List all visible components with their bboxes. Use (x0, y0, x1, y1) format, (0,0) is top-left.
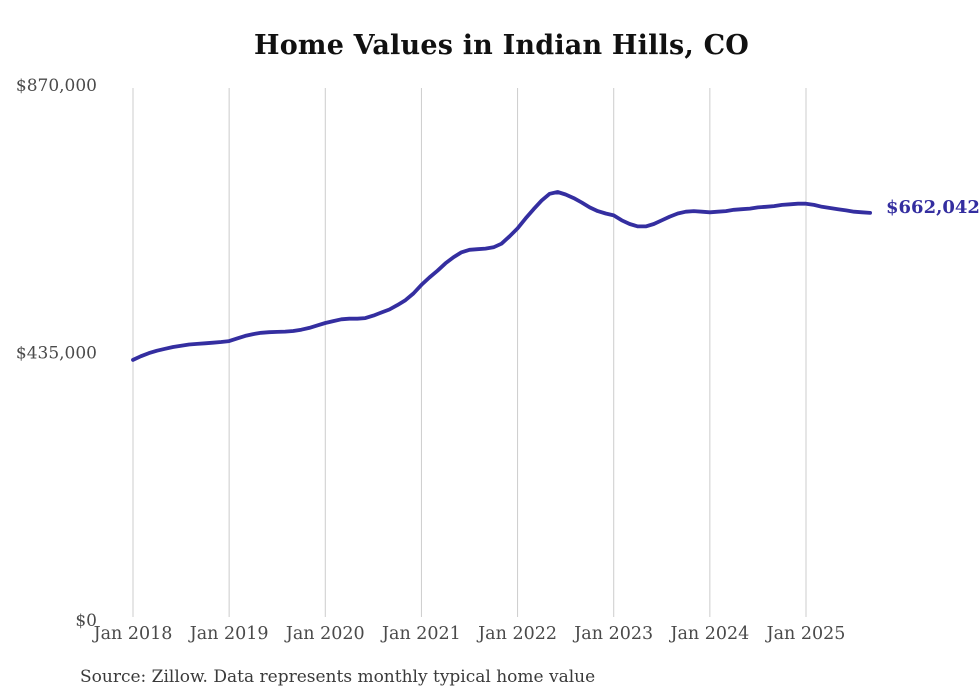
source-note: Source: Zillow. Data represents monthly … (80, 667, 596, 687)
x-axis-tick-label: Jan 2018 (92, 624, 173, 644)
current-value-label: $662,042 (886, 197, 980, 218)
x-axis-tick-label: Jan 2022 (476, 624, 557, 644)
x-axis-tick-label: Jan 2021 (380, 624, 461, 644)
home-value-series-line (131, 190, 872, 362)
y-axis-tick-label: $870,000 (16, 76, 97, 96)
x-axis-tick-label: Jan 2023 (572, 624, 653, 644)
y-axis-tick-label: $435,000 (16, 344, 97, 364)
x-axis-tick-label: Jan 2025 (765, 624, 846, 644)
y-axis-tick-label: $0 (75, 611, 97, 631)
chart-title: Home Values in Indian Hills, CO (254, 30, 749, 61)
x-axis-tick-label: Jan 2024 (668, 624, 749, 644)
x-axis-tick-label: Jan 2020 (284, 624, 365, 644)
x-axis-tick-label: Jan 2019 (188, 624, 269, 644)
